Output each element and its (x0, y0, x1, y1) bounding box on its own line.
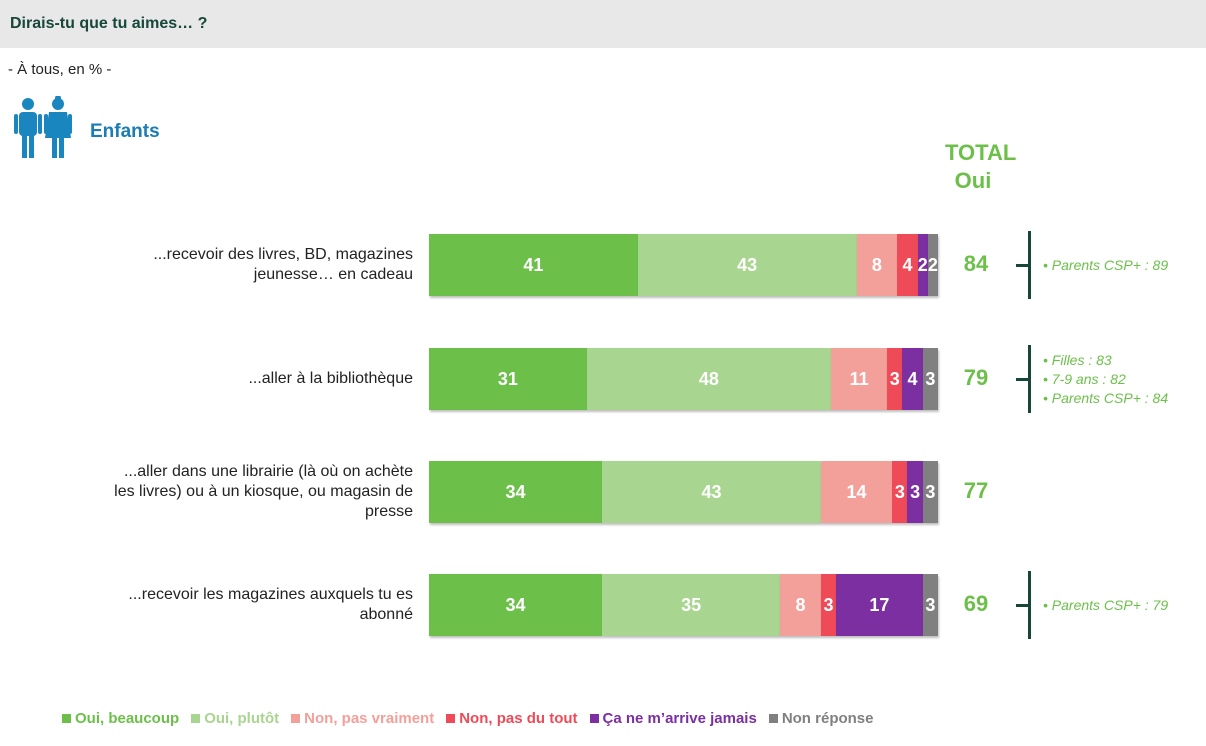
bar-value-label: 3 (889, 368, 900, 389)
bar-value-label: 17 (869, 594, 890, 615)
note: • Filles : 83 (1043, 351, 1112, 368)
bar-segment (892, 461, 908, 523)
bar-value-label: 3 (910, 481, 921, 502)
legend-item: Non, pas vraiment (291, 710, 434, 727)
bar-segment (429, 461, 603, 523)
header-band (0, 0, 1206, 48)
bar-segment (902, 348, 923, 410)
bar-segment (887, 348, 903, 410)
legend-item: Non réponse (768, 709, 874, 727)
bar-segment (637, 234, 857, 296)
bar-segment (820, 574, 837, 636)
bar-segment (917, 234, 928, 296)
bar-segment (927, 234, 938, 296)
legend-swatch (768, 713, 778, 723)
bracket-tick (1016, 264, 1030, 267)
group-label: Enfants (90, 121, 160, 142)
children-icon (14, 96, 72, 158)
legend-item: Non, pas du tout (446, 709, 578, 727)
bar-value-label: 3 (925, 594, 936, 615)
bar-value-label: 31 (497, 368, 518, 389)
note: • Parents CSP+ : 89 (1043, 256, 1169, 273)
bar-segment (922, 574, 938, 636)
bar-value-label: 3 (925, 368, 936, 389)
bar-value-label: 3 (894, 481, 905, 502)
category-label: ...aller dans une librairie (là où on ac… (114, 463, 413, 520)
bar-value-label: 14 (846, 481, 867, 502)
bar-segment (922, 461, 938, 523)
total-value: 77 (963, 478, 989, 503)
legend-swatch (291, 713, 301, 723)
bar-value-label: 11 (849, 368, 869, 389)
legend-label: Ça ne m’arrive jamais (602, 709, 757, 727)
bar-value-label: 2 (917, 254, 928, 275)
bar-segment (856, 234, 898, 296)
note: • Parents CSP+ : 79 (1043, 596, 1169, 613)
legend-item: Oui, beaucoup (62, 710, 179, 727)
bar-segment (586, 348, 832, 410)
bar-segment (922, 348, 938, 410)
chart-title: Dirais-tu que tu aimes… ? (10, 15, 208, 32)
bar-value-label: 8 (871, 254, 882, 275)
legend-swatch (191, 713, 201, 723)
legend-label: Non, pas du tout (459, 709, 578, 727)
legend-label: Non, pas vraiment (304, 709, 435, 727)
bar-value-label: 43 (701, 481, 722, 502)
bar-segment (602, 461, 821, 523)
legend-swatch (589, 713, 599, 723)
bar-segment (820, 461, 893, 523)
bar-segment (429, 574, 603, 636)
bar-value-label: 48 (698, 368, 719, 389)
bar-value-label: 41 (523, 254, 544, 275)
bar-value-label: 3 (925, 481, 936, 502)
bar-value-label: 4 (902, 254, 913, 275)
category-label: ...recevoir les magazines auxquels tu es… (128, 586, 413, 623)
chart-subtitle: - À tous, en % - (8, 61, 112, 78)
legend: Oui, beaucoup Oui, plutôt Non, pas vraimen… (62, 708, 874, 728)
bar-value-label: 43 (737, 254, 758, 275)
legend-label: Oui, plutôt (204, 709, 280, 727)
category-label: ...aller à la bibliothèque (248, 370, 413, 387)
bracket-tick (1016, 604, 1030, 607)
note: • Parents CSP+ : 84 (1043, 389, 1169, 406)
bar-segment (429, 234, 638, 296)
bar-value-label: 35 (681, 594, 702, 615)
legend-swatch (446, 713, 456, 723)
total-value: 84 (963, 251, 989, 276)
bar-value-label: 8 (795, 594, 806, 615)
bar-segment (836, 574, 923, 636)
bar-value-label: 2 (927, 254, 938, 275)
legend-label: Oui, beaucoup (75, 709, 180, 727)
bar-value-label: 34 (505, 594, 526, 615)
total-value: 79 (963, 365, 989, 390)
bar-segment (897, 234, 918, 296)
legend-item: Oui, plutôt (191, 710, 279, 727)
bar-value-label: 3 (823, 594, 834, 615)
bar-value-label: 34 (505, 481, 526, 502)
total-header: TOTAL Oui (945, 140, 1017, 193)
legend-swatch (62, 713, 71, 723)
category-label: ...recevoir des livres, BD, magazines je… (153, 246, 413, 283)
bar-segment (907, 461, 923, 523)
total-value: 69 (963, 591, 989, 616)
bar-segment (780, 574, 821, 636)
bracket-tick (1016, 378, 1030, 381)
bar-segment (429, 348, 587, 410)
bar-segment (831, 348, 888, 410)
bar-segment (602, 574, 781, 636)
legend-label: Non réponse (781, 709, 874, 727)
bar-value-label: 4 (907, 368, 918, 389)
note: • 7-9 ans : 82 (1043, 370, 1126, 387)
legend-item: Ça ne m’arrive jamais (589, 709, 757, 727)
